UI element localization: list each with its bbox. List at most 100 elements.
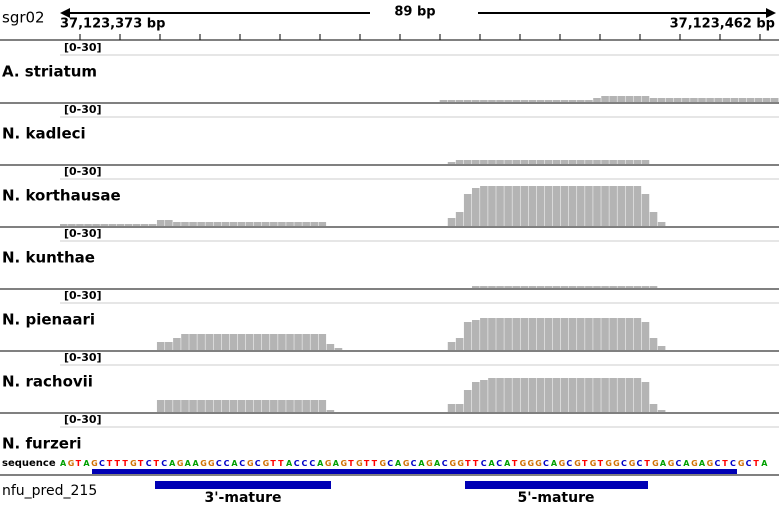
- coverage-bar: [447, 342, 456, 350]
- mature-block[interactable]: [465, 481, 648, 489]
- coverage-bar: [625, 160, 634, 164]
- track-range: [0-30]: [64, 227, 102, 240]
- coverage-bar: [253, 400, 262, 412]
- coverage-bar: [165, 342, 173, 350]
- coverage-bar: [512, 186, 520, 226]
- coverage-bar: [488, 186, 496, 226]
- track-name[interactable]: N. rachovii: [2, 373, 93, 391]
- coverage-bar: [455, 160, 464, 164]
- coverage-bar: [92, 224, 100, 226]
- track-range: [0-30]: [64, 413, 102, 426]
- coverage-bar: [439, 100, 448, 102]
- coverage-bar: [665, 98, 674, 102]
- coverage-bar: [278, 222, 286, 226]
- coverage-bar: [512, 318, 520, 350]
- coverage-bar: [213, 222, 222, 226]
- coverage-bar: [617, 378, 626, 412]
- coverage-bar: [560, 160, 569, 164]
- coverage-bar: [593, 186, 601, 226]
- track-name[interactable]: N. kunthae: [2, 249, 95, 267]
- coverage-bar: [108, 224, 117, 226]
- coverage-bar: [528, 100, 537, 102]
- coverage-bar: [84, 224, 92, 226]
- coverage-bar: [609, 160, 617, 164]
- coverage-bar: [520, 160, 529, 164]
- track-name[interactable]: N. korthausae: [2, 187, 121, 205]
- coverage-bar: [140, 224, 149, 226]
- coverage-bar: [472, 320, 480, 350]
- coverage-bar: [488, 318, 496, 350]
- mature-block[interactable]: [155, 481, 331, 489]
- coverage-bar: [641, 322, 650, 350]
- chromosome[interactable]: sgr02: [2, 9, 45, 27]
- coverage-bar: [165, 220, 173, 226]
- coverage-bar: [738, 98, 747, 102]
- coverage-bar: [609, 96, 617, 102]
- coverage-bar: [536, 160, 545, 164]
- coverage-bar: [641, 96, 650, 102]
- coverage-bar: [189, 334, 197, 350]
- coverage-bar: [552, 100, 561, 102]
- coverage-bar: [617, 186, 626, 226]
- coverage-bar: [536, 318, 545, 350]
- coverage-bar: [181, 222, 189, 226]
- coverage-bar: [528, 160, 537, 164]
- coverage-bar: [520, 378, 529, 412]
- coverage-bar: [609, 186, 617, 226]
- coverage-bar: [528, 186, 537, 226]
- coverage-bar: [472, 382, 480, 412]
- feature-name[interactable]: nfu_pred_215: [2, 483, 97, 499]
- coverage-bar: [472, 188, 480, 226]
- coverage-bar: [649, 286, 658, 288]
- coverage-bar: [568, 100, 577, 102]
- track-name[interactable]: N. pienaari: [2, 311, 95, 329]
- coverage-bar: [544, 378, 553, 412]
- coverage-bar: [480, 286, 488, 288]
- sequence-label: sequence: [2, 458, 56, 469]
- coverage-bar: [213, 334, 222, 350]
- coverage-bar: [245, 400, 254, 412]
- coverage-bar: [253, 334, 262, 350]
- track-name[interactable]: N. furzeri: [2, 435, 82, 453]
- coverage-bar: [76, 224, 84, 226]
- coverage-bar: [649, 338, 658, 350]
- coverage-bar: [60, 224, 68, 226]
- coverage-bar: [270, 222, 278, 226]
- coverage-bar: [197, 222, 205, 226]
- coverage-bar: [480, 100, 488, 102]
- span: 89 bp: [394, 5, 435, 20]
- coverage-bar: [520, 100, 529, 102]
- coverage-bar: [593, 160, 601, 164]
- coverage-bar: [463, 160, 472, 164]
- coverage-bar: [463, 194, 472, 226]
- coverage-bar: [593, 378, 601, 412]
- coverage-bar: [245, 222, 254, 226]
- coverage-bar: [585, 286, 593, 288]
- coverage-bar: [116, 224, 125, 226]
- coverage-bar: [706, 98, 714, 102]
- coverage-bar: [156, 400, 165, 412]
- coverage-bar: [504, 160, 512, 164]
- coverage-bar: [253, 222, 262, 226]
- coverage-bar: [722, 98, 731, 102]
- coverage-bar: [633, 378, 642, 412]
- coverage-bar: [480, 318, 488, 350]
- coverage-bar: [544, 286, 553, 288]
- coverage-bar: [746, 98, 755, 102]
- coverage-bar: [633, 186, 642, 226]
- track-name[interactable]: N. kadleci: [2, 125, 86, 143]
- coverage-bar: [447, 218, 456, 226]
- coverage-bar: [221, 334, 230, 350]
- coverage-bar: [173, 400, 181, 412]
- coverage-bar: [568, 186, 577, 226]
- coverage-bar: [560, 100, 569, 102]
- coverage-bar: [617, 286, 626, 288]
- track-name[interactable]: A. striatum: [2, 63, 97, 81]
- gene-line: [92, 469, 737, 474]
- coverage-bar: [536, 286, 545, 288]
- coverage-bar: [657, 410, 666, 412]
- track-range: [0-30]: [64, 289, 102, 302]
- coverage-bar: [181, 334, 189, 350]
- coverage-bar: [528, 378, 537, 412]
- coverage-bar: [585, 318, 593, 350]
